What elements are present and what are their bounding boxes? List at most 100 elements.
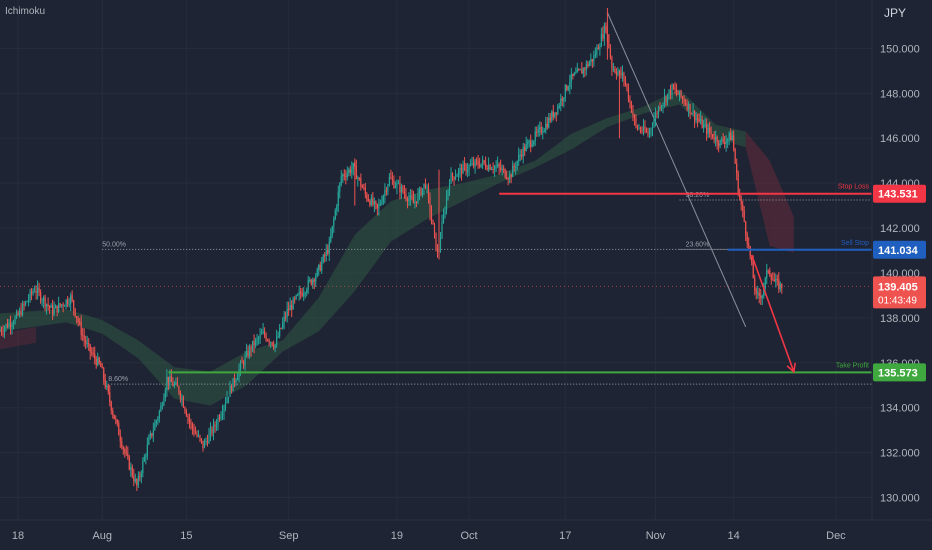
- candle-body: [291, 305, 293, 310]
- x-tick-label: 18: [12, 530, 24, 542]
- candle-body: [597, 47, 599, 50]
- candle-body: [370, 197, 372, 206]
- candle-body: [466, 169, 469, 172]
- candle-body: [215, 425, 218, 427]
- fib-level-label: 38.20%: [686, 192, 710, 199]
- candle-body: [46, 304, 48, 307]
- candle-body: [712, 134, 714, 139]
- candle-body: [429, 196, 431, 213]
- candle-body: [358, 177, 360, 179]
- candle-body: [239, 362, 242, 369]
- candle-body: [546, 123, 548, 128]
- candle-body: [659, 107, 661, 109]
- candle-body: [137, 476, 139, 486]
- candle-body: [560, 98, 562, 107]
- candle-body: [681, 96, 684, 99]
- candle-body: [427, 187, 430, 197]
- candle-body: [71, 295, 73, 301]
- candle-body: [151, 433, 153, 436]
- candle-body: [718, 143, 720, 146]
- candle-body: [441, 222, 443, 239]
- candle-body: [247, 350, 249, 356]
- candle-body: [379, 203, 381, 205]
- candle-body: [101, 367, 103, 369]
- candle-body: [91, 352, 93, 354]
- candle-body: [318, 264, 320, 270]
- candle-body: [666, 93, 669, 102]
- candle-body: [536, 131, 538, 133]
- candle-body: [109, 392, 111, 402]
- candle-body: [671, 84, 673, 95]
- candle-body: [173, 384, 175, 387]
- candle-body: [352, 163, 354, 169]
- candle-body: [534, 131, 536, 142]
- candle-body: [188, 417, 191, 422]
- candle-body: [516, 161, 518, 168]
- candle-body: [98, 357, 100, 364]
- candle-body: [307, 280, 309, 290]
- candle-body: [754, 278, 756, 290]
- candle-body: [533, 141, 535, 145]
- candle-body: [758, 292, 760, 296]
- candle-body: [594, 54, 596, 56]
- candle-body: [298, 291, 300, 295]
- candle-body: [733, 135, 735, 150]
- candle-body: [424, 183, 427, 188]
- candle-body: [539, 127, 541, 129]
- candle-body: [289, 305, 291, 311]
- time-scale[interactable]: 18 Aug 15 Sep 19 Oct 17 Nov 14 Dec: [12, 530, 846, 542]
- candle-body: [113, 414, 115, 419]
- candles-group: [0, 8, 783, 492]
- candle-body: [176, 382, 179, 387]
- candle-body: [310, 279, 312, 285]
- candle-body: [70, 295, 72, 304]
- candle-body: [142, 461, 144, 474]
- candle-body: [731, 135, 733, 141]
- candle-body: [776, 278, 778, 280]
- cloud-segment: [463, 174, 500, 202]
- candle-body: [85, 339, 87, 344]
- candle-body: [689, 103, 691, 114]
- x-tick-label: Nov: [646, 530, 666, 542]
- candle-body: [209, 428, 212, 434]
- candle-body: [605, 25, 607, 31]
- candle-body: [118, 423, 120, 436]
- candle-body: [474, 160, 476, 167]
- candle-body: [218, 417, 221, 419]
- candle-body: [378, 204, 380, 209]
- candle-body: [692, 110, 694, 114]
- price-badge: [873, 184, 926, 203]
- candle-body: [62, 304, 64, 307]
- candle-body: [361, 186, 363, 188]
- candle-body: [491, 169, 493, 171]
- candle-body: [471, 162, 473, 165]
- candle-body: [549, 117, 551, 121]
- candle-body: [727, 138, 729, 141]
- candle-body: [573, 73, 575, 76]
- candle-body: [518, 155, 520, 162]
- candle-body: [139, 476, 141, 478]
- candle-body: [767, 270, 769, 272]
- candle-body: [684, 102, 687, 105]
- candle-body: [36, 287, 39, 293]
- candle-body: [453, 176, 455, 180]
- y-tick-label: 130.000: [880, 493, 920, 505]
- candle-body: [647, 131, 649, 135]
- candle-body: [719, 139, 721, 146]
- candle-body: [376, 203, 378, 209]
- candle-body: [181, 398, 183, 400]
- candle-body: [563, 97, 565, 101]
- candle-body: [148, 437, 150, 445]
- candle-body: [445, 197, 448, 211]
- candle-body: [182, 398, 185, 408]
- candle-body: [498, 164, 500, 168]
- price-badge-value: 143.531: [878, 189, 918, 201]
- candle-body: [331, 226, 333, 236]
- candle-body: [175, 382, 177, 385]
- fib-level-label: 23.60%: [686, 241, 710, 248]
- candle-body: [620, 70, 622, 76]
- x-tick-label: Sep: [279, 530, 299, 542]
- candle-body: [208, 433, 210, 444]
- y-tick-label: 142.000: [880, 223, 920, 235]
